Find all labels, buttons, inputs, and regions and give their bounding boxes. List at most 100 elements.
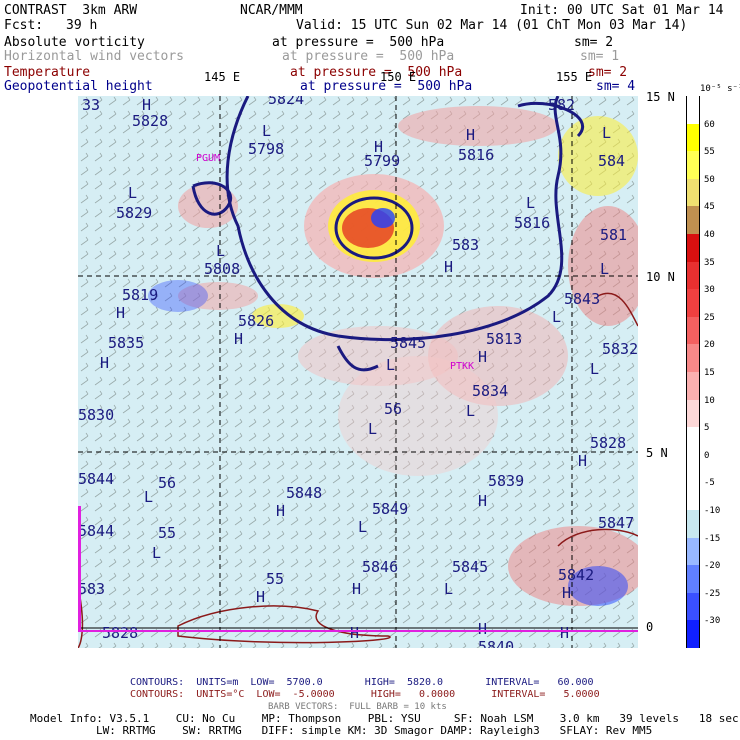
map-label: 5798 <box>248 140 285 158</box>
map-label: L <box>602 124 612 142</box>
colorbar-segment <box>686 427 700 456</box>
lon-label-155: 155 E <box>556 70 593 84</box>
colorbar-tick-label: 30 <box>704 285 715 296</box>
colorbar-segment <box>686 620 700 649</box>
map-label: L <box>386 356 396 374</box>
colorbar-tick-label: -15 <box>704 533 721 544</box>
field-level-temperature: at pressure = 500 hPa <box>290 65 463 80</box>
map-label: 5829 <box>116 204 153 222</box>
map-label: 5848 <box>286 484 323 502</box>
map-label: H <box>466 126 476 144</box>
forecast-label: Fcst: <box>4 18 44 33</box>
colorbar <box>686 96 700 649</box>
field-level-wind: at pressure = 500 hPa <box>282 49 455 64</box>
field-name-wind: Horizontal wind vectors <box>4 49 185 64</box>
map-label: 583 <box>78 580 106 598</box>
map-label: 5840 <box>478 638 515 649</box>
colorbar-segment <box>686 372 700 401</box>
map-label: L <box>526 194 536 212</box>
map-label: 5843 <box>564 290 601 308</box>
map-label: H <box>256 588 266 606</box>
map-label: 55 <box>266 570 285 588</box>
height-contour-info: CONTOURS: UNITS=m LOW= 5700.0 HIGH= 5820… <box>130 677 594 688</box>
colorbar-segment <box>686 123 700 152</box>
lon-label-150: 150 E <box>380 70 417 84</box>
map-canvas <box>78 96 638 648</box>
map-label: 56 <box>384 400 403 418</box>
map-label: 5849 <box>372 500 409 518</box>
colorbar-segment <box>686 592 700 621</box>
colorbar-segment <box>686 151 700 180</box>
map-label: 5844 <box>78 522 115 540</box>
field-level-height: at pressure = 500 hPa <box>300 79 473 94</box>
colorbar-tick-label: -5 <box>704 478 715 489</box>
colorbar-segment <box>686 482 700 511</box>
map-label: 5816 <box>458 146 495 164</box>
colorbar-segment <box>686 344 700 373</box>
map-label: 5839 <box>488 472 525 490</box>
colorbar-tick-label: 0 <box>704 450 710 461</box>
map-label: H <box>560 624 570 642</box>
map-label: H <box>478 620 488 638</box>
map-label: 5799 <box>364 152 401 170</box>
map-label: 5845 <box>452 558 489 576</box>
colorbar-tick-label: -30 <box>704 616 721 627</box>
map-label: 5828 <box>590 434 627 452</box>
lon-label-145: 145 E <box>204 70 241 84</box>
map-label: L <box>600 260 610 278</box>
model-info-row1: Model Info: V3.5.1 CU: No Cu MP: Thompso… <box>30 712 739 725</box>
map-label: L <box>466 402 476 420</box>
colorbar-segment <box>686 206 700 235</box>
colorbar-segment <box>686 96 700 125</box>
map-label: 5828 <box>132 112 169 130</box>
map-label: 581 <box>600 226 628 244</box>
station-pgum: PGUM <box>196 153 221 164</box>
map-label: 5828 <box>102 624 139 642</box>
graticule <box>78 96 638 648</box>
map-label: H <box>578 452 588 470</box>
map-label: L <box>444 580 454 598</box>
lat-label-15n: 15 N <box>646 90 675 104</box>
map-label: L <box>590 360 600 378</box>
map-label: 5834 <box>472 382 509 400</box>
colorbar-segment <box>686 234 700 263</box>
product-title: CONTRAST 3km ARW <box>4 3 138 18</box>
field-name-temperature: Temperature <box>4 65 91 80</box>
map-label: H <box>374 138 384 156</box>
map-label: L <box>152 544 162 562</box>
map-label: 5844 <box>78 470 115 488</box>
field-name-height: Geopotential height <box>4 79 153 94</box>
map-label: L <box>262 122 272 140</box>
map-label: H <box>276 502 286 520</box>
map-label: 5813 <box>486 330 523 348</box>
temp-contour-info: CONTOURS: UNITS=°C LOW= -5.0000 HIGH= 0.… <box>130 689 600 700</box>
colorbar-tick-label: 45 <box>704 202 715 213</box>
map-label: 5846 <box>362 558 399 576</box>
colorbar-segment <box>686 454 700 483</box>
colorbar-segment <box>686 316 700 345</box>
lat-label-0: 0 <box>646 620 654 634</box>
barb-info: BARB VECTORS: FULL BARB = 10 kts <box>268 702 447 712</box>
map-label: L <box>552 308 562 326</box>
forecast-value: 39 h <box>66 18 98 33</box>
map-label: 5847 <box>598 514 635 532</box>
map-label: H <box>234 330 244 348</box>
map-label: H <box>444 258 454 276</box>
map-label: 5832 <box>602 340 638 358</box>
init-time: Init: 00 UTC Sat 01 Mar 14 <box>520 3 724 18</box>
colorbar-tick-label: -25 <box>704 588 721 599</box>
colorbar-tick-label: 15 <box>704 368 715 378</box>
map-label: 56 <box>158 474 177 492</box>
field-smooth-temperature: sm= 2 <box>588 65 628 80</box>
colorbar-segment <box>686 510 700 539</box>
colorbar-tick-label: -10 <box>704 506 721 516</box>
map-label: 5816 <box>514 214 551 232</box>
map-label: H <box>478 492 488 510</box>
field-smooth-wind: sm= 1 <box>580 49 620 64</box>
map-label: 5808 <box>204 260 241 278</box>
map-label: 582 <box>548 96 576 114</box>
map-label: H <box>350 624 360 642</box>
map-label: 5835 <box>108 334 145 352</box>
field-name-vorticity: Absolute vorticity <box>4 35 145 50</box>
boundary-marker <box>78 506 81 630</box>
